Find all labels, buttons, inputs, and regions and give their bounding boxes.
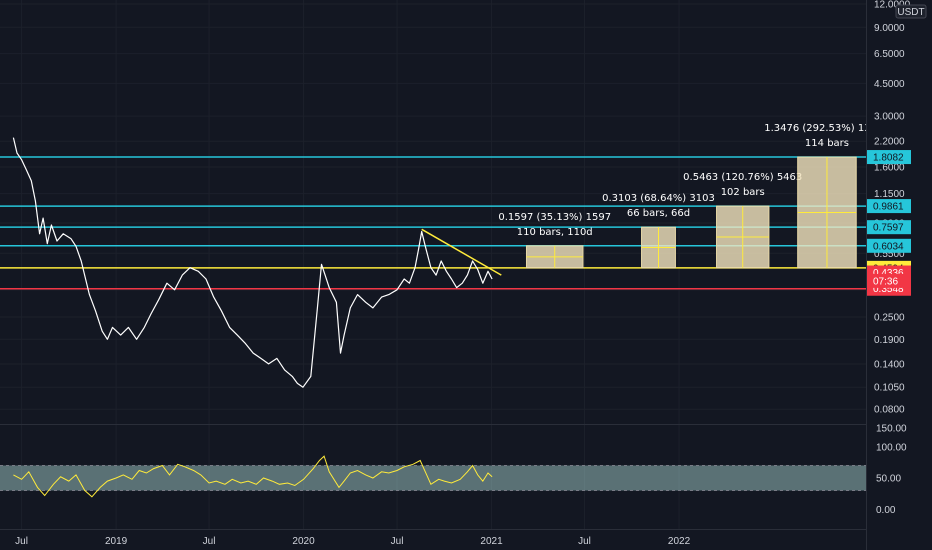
x-tick-label: 2020 [292,536,315,547]
y-tick-label: 0.2500 [874,313,905,324]
rsi-axis: 150.00 100.00 50.00 0.00 [876,424,907,516]
price-tag-label: 0.3548 [873,284,904,295]
price-tag [867,220,911,235]
y-tick-label: 0.5500 [874,249,905,260]
rsi-tick-label: 50.00 [876,474,901,485]
measure-label-bars: 102 bars [721,187,765,198]
grid [0,0,866,529]
price-tag-label: 0.7597 [873,223,904,234]
rsi-panel [0,455,866,498]
y-tick-label: 2.2000 [874,137,905,148]
y-tick-label: 6.5000 [874,49,905,60]
y-tick-label: 0.1900 [874,335,905,346]
y-tick-label: 0.1400 [874,359,905,370]
x-tick-label: 2021 [480,536,503,547]
price-tag [867,150,911,165]
x-tick-label: Jul [15,536,28,547]
currency-label: USDT [897,7,924,18]
y-tick-label: 12.0000 [874,0,911,11]
rsi-band [0,465,866,491]
measure-label-bars: 114 bars [805,138,849,149]
x-tick-label: Jul [203,536,216,547]
price-tag [867,273,911,288]
y-tick-label: 4.5000 [874,79,905,90]
x-tick-label: 2022 [668,536,691,547]
x-tick-label: Jul [391,536,404,547]
price-tag-label: 0.9861 [873,202,904,213]
rsi-tick-label: 100.00 [876,442,907,453]
price-tag-label: 1.8082 [873,153,904,164]
currency-badge[interactable] [895,4,927,19]
price-tag-label: 0.4336 [873,268,904,279]
y-tick-label: 9.0000 [874,23,905,34]
x-tick-label: Jul [578,536,591,547]
measure-label-change: 1.3476 (292.53%) 13476 [764,123,889,134]
price-tag-label: 07:36 [873,276,898,287]
price-tags: 1.80820.98610.75970.60340.45940.35480.43… [867,150,911,296]
y-tick-label: 1.1500 [874,189,905,200]
price-series [12,137,493,388]
price-tag-label: 0.6034 [873,241,904,252]
measure-boxes: 0.1597 (35.13%) 1597 110 bars, 110d 0.3103… [498,123,890,269]
measure-label-bars: 110 bars, 110d [517,227,593,238]
price-tag [867,238,911,253]
measure-label-change: 0.1597 (35.13%) 1597 [498,212,611,223]
x-tick-label: 2019 [105,536,128,547]
rsi-tick-label: 150.00 [876,424,907,435]
y-tick-label: 1.6000 [874,162,905,173]
trendline [421,228,502,276]
y-tick-label: 0.0800 [874,405,905,416]
rsi-tick-label: 0.00 [876,505,896,516]
trendline-group [421,228,502,276]
price-tag [867,199,911,214]
price-line [12,137,493,388]
measure-label-change: 0.5463 (120.76%) 5463 [683,172,802,183]
measure-label-change: 0.3103 (68.64%) 3103 [602,193,715,204]
time-axis: Jul 2019 Jul 2020 Jul 2021 Jul 2022 [15,536,690,547]
y-tick-label: 3.0000 [874,112,905,123]
y-tick-label: 0.1050 [874,383,905,394]
rsi-line [13,455,493,498]
measure-label-bars: 66 bars, 66d [627,208,690,219]
